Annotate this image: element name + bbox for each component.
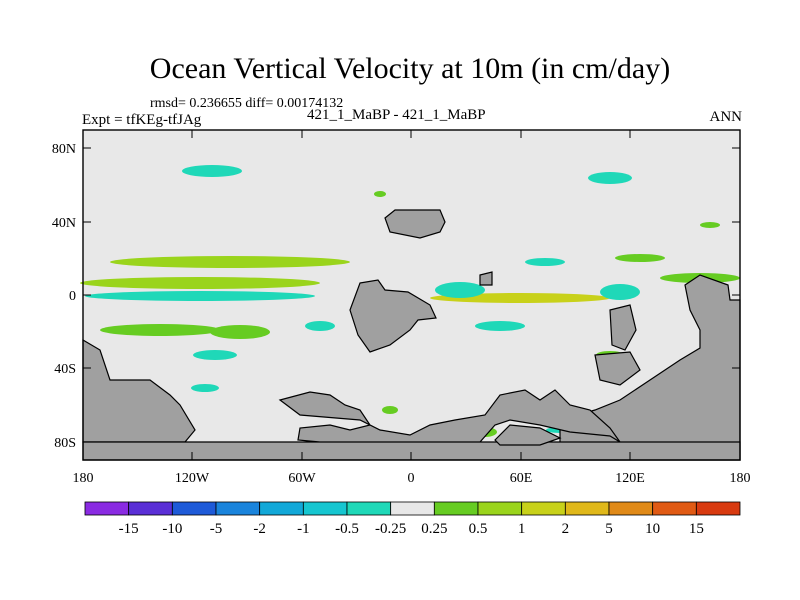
colorbar-label: -1	[297, 521, 310, 537]
y-tick-label: 80N	[52, 142, 76, 157]
y-tick-label: 40N	[52, 216, 76, 231]
colorbar-label: -5	[210, 521, 223, 537]
x-tick-label: 180	[73, 471, 94, 486]
season-label: ANN	[709, 109, 743, 125]
colorbar-label: 15	[689, 521, 704, 537]
land-south-america-east	[479, 271, 493, 286]
experiment-label: Expt = tfKEg-tfJAg	[82, 112, 202, 128]
colorbar-label: -0.5	[335, 521, 359, 537]
x-tick-label: 180	[730, 471, 751, 486]
colorbar-label: -15	[119, 521, 139, 537]
land-africa	[349, 279, 437, 353]
x-tick-label: 60W	[288, 471, 316, 486]
velocity-field	[80, 165, 740, 437]
y-tick-label: 80S	[54, 436, 76, 451]
land-australia	[594, 351, 641, 386]
x-tick-label: 120W	[175, 471, 210, 486]
colorbar-label: 10	[645, 521, 660, 537]
y-tick-label: 40S	[54, 362, 76, 377]
land-small-antarctic	[494, 424, 562, 446]
colorbar-swatch	[171, 501, 217, 516]
x-tick-label: 0	[408, 471, 415, 486]
land-greenland	[384, 209, 446, 239]
colorbar-swatch	[128, 501, 173, 516]
colorbar-label: 0.25	[421, 521, 447, 537]
colorbar: -15 -10 -5 -2 -1 -0.5 -0.25 0.25 0.5 1 2 5 10 15	[84, 501, 741, 537]
colorbar-swatch	[302, 501, 348, 516]
x-axis: 180 120W 60W 0 60E 120E 180	[73, 130, 751, 486]
stats-text: rmsd= 0.236655 diff= 0.00174132	[150, 96, 344, 111]
y-axis: 80N 40N 0 40S 80S	[52, 142, 740, 451]
colorbar-swatch	[346, 501, 392, 516]
colorbar-label: 1	[518, 521, 526, 537]
colorbar-label: 0.5	[469, 521, 488, 537]
x-tick-label: 60E	[510, 471, 533, 486]
y-tick-label: 0	[69, 289, 76, 304]
colorbar-swatch	[608, 501, 654, 516]
colorbar-swatch	[564, 501, 610, 516]
colorbar-swatch	[652, 501, 697, 516]
x-tick-label: 120E	[615, 471, 645, 486]
colorbar-swatch	[84, 501, 130, 516]
colorbar-swatch	[433, 501, 479, 516]
land-southeast-asia	[609, 304, 637, 351]
colorbar-swatch	[259, 501, 304, 516]
comparison-label: 421_1_MaBP - 421_1_MaBP	[307, 107, 486, 123]
colorbar-swatch	[390, 501, 435, 516]
colorbar-label: -0.25	[375, 521, 406, 537]
colorbar-swatch	[521, 501, 566, 516]
land-masses	[82, 209, 741, 461]
colorbar-label: -10	[162, 521, 182, 537]
colorbar-label: 5	[605, 521, 613, 537]
colorbar-label: 2	[562, 521, 570, 537]
plot-title: Ocean Vertical Velocity at 10m (in cm/da…	[149, 52, 671, 85]
colorbar-swatch	[695, 501, 741, 516]
colorbar-swatch	[477, 501, 523, 516]
colorbar-label: -2	[253, 521, 266, 537]
colorbar-swatch	[215, 501, 261, 516]
